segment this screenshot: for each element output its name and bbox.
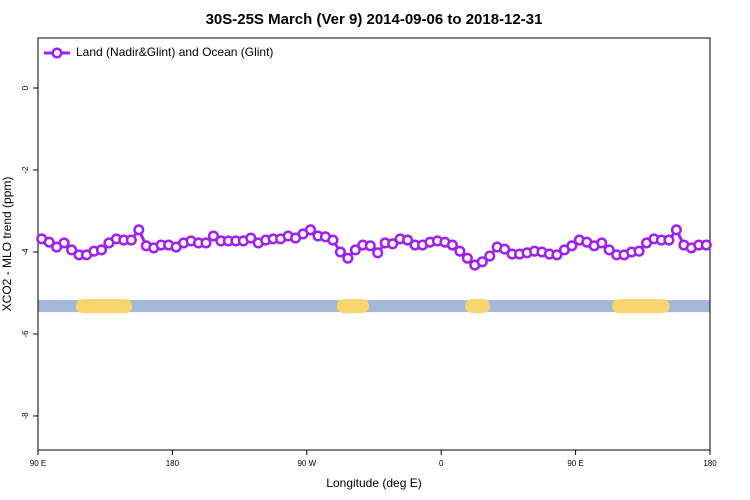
data-point <box>349 244 361 256</box>
y-tick-label: -2 <box>21 166 30 174</box>
data-point <box>133 224 145 236</box>
data-point <box>663 234 675 246</box>
data-point <box>364 240 376 252</box>
ocean-band <box>38 300 710 313</box>
data-point <box>387 238 399 250</box>
land-band <box>75 299 133 314</box>
data-point <box>304 224 317 236</box>
data-point <box>454 245 466 257</box>
data-point <box>484 250 496 262</box>
data-point <box>200 237 212 249</box>
data-point <box>700 239 712 251</box>
data-point <box>596 237 608 249</box>
data-point <box>125 234 137 246</box>
x-tick-label: 180 <box>166 459 180 468</box>
data-point <box>58 237 70 249</box>
data-point <box>327 234 339 246</box>
data-point <box>670 224 682 236</box>
land-band <box>465 299 491 314</box>
data-point <box>66 244 78 256</box>
data-point <box>245 232 257 244</box>
data-point <box>95 244 108 256</box>
legend-label: Land (Nadir&Glint) and Ocean (Glint) <box>76 45 273 59</box>
y-tick-label: -4 <box>21 248 30 256</box>
data-point <box>566 240 578 252</box>
data-point <box>342 252 354 264</box>
y-axis-label: XCO2 - MLO trend (ppm) <box>0 177 14 312</box>
y-tick-label: 0 <box>21 85 30 90</box>
data-point <box>603 244 615 256</box>
data-point <box>334 246 346 258</box>
data-point <box>499 243 511 255</box>
legend-marker <box>51 47 63 59</box>
data-point <box>461 252 473 264</box>
x-tick-label: 90 E <box>30 459 46 468</box>
data-point <box>43 236 55 248</box>
data-point <box>476 256 488 268</box>
y-tick-label: -8 <box>21 412 30 420</box>
x-tick-label: 90 E <box>567 459 583 468</box>
land-band <box>336 299 370 314</box>
land-band <box>612 299 670 314</box>
x-tick-label: 0 <box>439 459 444 468</box>
data-point <box>402 234 414 246</box>
x-axis-label: Longitude (deg E) <box>326 476 421 490</box>
y-tick-label: -6 <box>21 330 30 338</box>
data-point <box>551 249 563 261</box>
x-tick-label: 90 W <box>297 459 316 468</box>
x-tick-label: 180 <box>703 459 717 468</box>
data-point <box>207 230 220 242</box>
data-point <box>372 247 384 259</box>
chart-title: 30S-25S March (Ver 9) 2014-09-06 to 2018… <box>206 11 543 28</box>
data-point <box>446 239 458 251</box>
data-point <box>633 245 645 257</box>
